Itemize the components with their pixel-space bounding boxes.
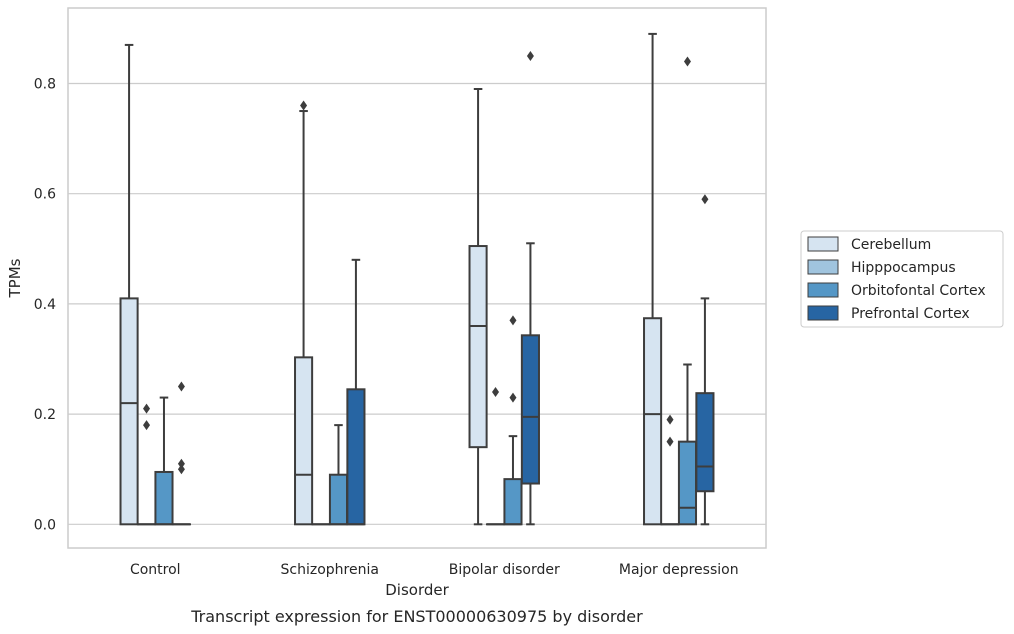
outlier-point (143, 420, 151, 431)
legend-swatch (807, 305, 839, 321)
x-tick-label: Schizophrenia (281, 562, 379, 578)
box-plot (171, 381, 191, 526)
box-plot (503, 315, 523, 526)
outlier-point (143, 403, 151, 414)
outlier-point (666, 414, 674, 425)
box (520, 334, 540, 485)
outlier-point (492, 387, 500, 398)
y-tick-label: 0.6 (34, 187, 56, 203)
box-plot (154, 396, 174, 526)
box-plot (294, 100, 314, 526)
box (468, 245, 488, 449)
box-plot (660, 414, 680, 526)
y-tick-label: 0.0 (34, 517, 56, 533)
box-plot (119, 43, 139, 526)
outlier-point (177, 381, 185, 392)
box (503, 478, 523, 526)
legend-swatch (807, 259, 839, 275)
box-plot (346, 258, 366, 526)
outlier-point (177, 464, 185, 475)
box (119, 297, 139, 526)
legend-label: Cerebellum (851, 237, 931, 253)
box-plot (520, 50, 540, 526)
outlier-point (509, 392, 517, 403)
chart-caption: Transcript expression for ENST0000063097… (190, 607, 643, 626)
outlier-point (509, 315, 517, 326)
x-tick-labels: Control Schizophrenia Bipolar disorder Majo… (130, 562, 739, 578)
outlier-point (177, 458, 185, 469)
x-axis-label: Disorder (385, 581, 449, 599)
legend-label: Hipppocampus (851, 260, 956, 276)
box-plots (119, 32, 715, 526)
plot-frame (67, 7, 767, 549)
y-axis-label: TPMs (6, 258, 24, 298)
box (643, 317, 663, 526)
box (346, 388, 366, 526)
box-plot (328, 424, 349, 526)
outlier-point (701, 194, 709, 205)
outlier-point (683, 56, 691, 67)
outlier-point (300, 100, 308, 111)
legend-swatch (807, 236, 839, 252)
legend-label: Orbitofontal Cortex (851, 283, 986, 299)
box-plot (643, 32, 663, 526)
box-plot (485, 387, 506, 526)
box (294, 356, 314, 526)
box (695, 392, 715, 493)
box-plot (677, 56, 698, 526)
outlier-point (526, 50, 534, 61)
legend-label: Prefrontal Cortex (851, 306, 970, 322)
box (328, 473, 349, 526)
legend: Cerebellum Hipppocampus Orbitofontal Corte… (800, 230, 1004, 328)
y-tick-label: 0.4 (34, 297, 56, 313)
y-tick-label: 0.2 (34, 407, 56, 423)
box-plot (695, 194, 715, 526)
x-tick-label: Major depression (619, 562, 739, 578)
legend-swatch (807, 282, 839, 298)
y-tick-label: 0.8 (34, 76, 56, 92)
box-plot (136, 403, 157, 526)
y-tick-labels: 0.0 0.2 0.4 0.6 0.8 (34, 76, 56, 533)
box-plot (468, 88, 488, 526)
x-tick-label: Bipolar disorder (449, 562, 560, 578)
x-tick-label: Control (130, 562, 181, 578)
legend-frame (800, 230, 1004, 328)
box (154, 470, 174, 526)
outlier-point (666, 436, 674, 447)
box (677, 440, 698, 526)
